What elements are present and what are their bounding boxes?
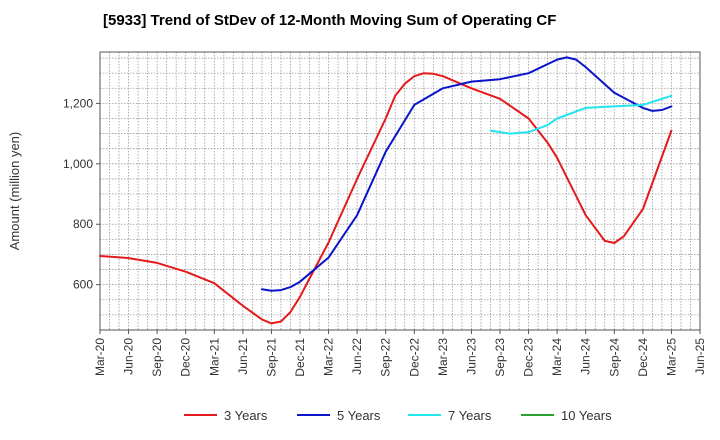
x-tick-label: Dec-22 xyxy=(407,338,421,377)
x-tick-label: Sep-24 xyxy=(607,338,621,377)
x-tick-label: Mar-22 xyxy=(322,338,336,376)
series-line-5-years xyxy=(260,56,673,292)
x-tick-label: Jun-25 xyxy=(693,338,707,375)
legend-label-3-years: 3 Years xyxy=(224,408,268,423)
x-tick-label: Jun-23 xyxy=(464,338,478,375)
x-tick-label: Dec-24 xyxy=(636,338,650,377)
x-tick-label: Mar-21 xyxy=(207,338,221,376)
y-tick-label: 800 xyxy=(73,217,93,231)
y-axis: 600 800 1,000 1,200 xyxy=(63,96,100,292)
x-tick-label: Mar-20 xyxy=(93,338,107,376)
x-axis: Mar-20 Jun-20 Sep-20 Dec-20 Mar-21 Jun-21 Sep-… xyxy=(93,330,707,377)
y-tick-label: 1,000 xyxy=(63,157,93,171)
x-tick-label: Mar-25 xyxy=(664,338,678,376)
y-tick-label: 1,200 xyxy=(63,96,93,110)
legend-label-10-years: 10 Years xyxy=(561,408,612,423)
series-line-7-years xyxy=(489,94,673,135)
series-lines xyxy=(99,56,673,325)
grid xyxy=(100,52,700,330)
x-tick-label: Sep-20 xyxy=(150,338,164,377)
x-tick-label: Sep-21 xyxy=(264,338,278,377)
plot-area xyxy=(99,51,701,331)
y-axis-label: Amount (million yen) xyxy=(7,132,22,251)
x-tick-label: Sep-23 xyxy=(493,338,507,377)
x-tick-label: Jun-24 xyxy=(579,338,593,375)
x-tick-label: Mar-24 xyxy=(550,338,564,376)
x-tick-label: Dec-20 xyxy=(179,338,193,377)
x-tick-label: Sep-22 xyxy=(379,338,393,377)
legend: 3 Years 5 Years 7 Years 10 Years xyxy=(184,408,612,423)
series-line-3-years xyxy=(99,72,673,325)
x-tick-label: Jun-22 xyxy=(350,338,364,375)
x-tick-label: Dec-21 xyxy=(293,338,307,377)
x-tick-label: Jun-20 xyxy=(122,338,136,375)
legend-label-7-years: 7 Years xyxy=(448,408,492,423)
x-tick-label: Mar-23 xyxy=(436,338,450,376)
x-tick-label: Dec-23 xyxy=(522,338,536,377)
x-tick-label: Jun-21 xyxy=(236,338,250,375)
y-tick-label: 600 xyxy=(73,278,93,292)
legend-label-5-years: 5 Years xyxy=(337,408,381,423)
chart-title: [5933] Trend of StDev of 12-Month Moving… xyxy=(103,12,556,29)
